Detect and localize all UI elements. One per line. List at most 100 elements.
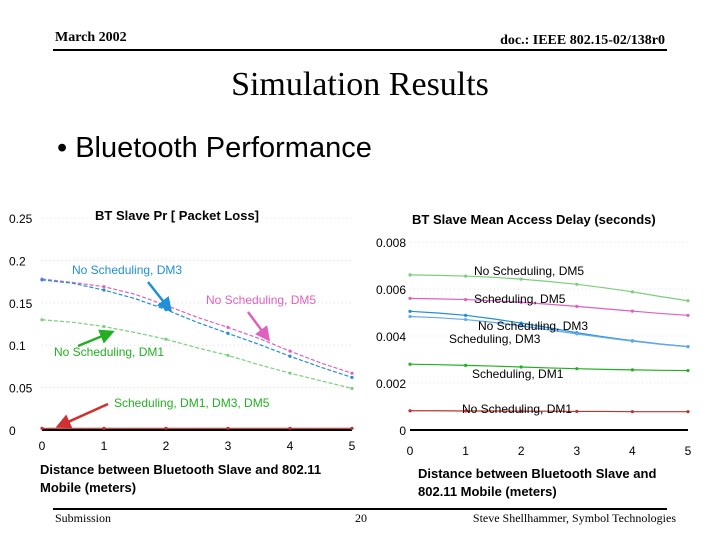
- chart1-data-point: [102, 426, 106, 430]
- chart2-data-point: [519, 321, 523, 325]
- chart2-series-line: [409, 363, 689, 372]
- chart2-data-point: [408, 296, 412, 300]
- chart2-data-point: [630, 368, 635, 372]
- chart2-data-point: [575, 409, 579, 414]
- chart1-x-label-line1: Distance between Bluetooth Slave and 802…: [40, 462, 321, 477]
- chart2-data-point: [408, 273, 412, 277]
- chart1-title: BT Slave Pr [ Packet Loss]: [95, 208, 259, 223]
- chart2-data-point: [575, 332, 579, 336]
- chart2-data-point: [519, 409, 523, 413]
- chart2-data-point: [630, 309, 635, 313]
- chart2-data-point: [408, 309, 412, 313]
- chart2-y-tick-label: 0.006: [376, 283, 406, 297]
- chart1-data-point: [350, 426, 354, 430]
- chart1-annotation-arrow: [246, 311, 271, 342]
- chart1-x-tick-label: 1: [101, 439, 108, 453]
- chart2-data-point: [464, 409, 468, 413]
- chart1-annotation-dm5: No Scheduling, DM5: [206, 293, 316, 307]
- chart2-annotation-sched-dm3: Scheduling, DM3: [449, 332, 541, 346]
- chart1-data-point: [350, 386, 354, 391]
- chart2-annotation-nosched-dm1: No Scheduling, DM1: [462, 402, 572, 416]
- chart2-x-label-line2: 802.11 Mobile (meters): [418, 484, 557, 499]
- chart2-data-point: [686, 410, 690, 414]
- header-rule: [53, 49, 667, 51]
- chart1-y-tick-label: 0: [9, 424, 16, 438]
- chart2-data-point: [464, 317, 468, 322]
- chart1-annotation-dm3: No Scheduling, DM3: [72, 263, 182, 277]
- chart1-data-point: [288, 371, 292, 375]
- chart2-series-line: [409, 315, 689, 348]
- chart1-data-point: [164, 337, 168, 341]
- chart2-annotation-sched-dm1: Scheduling, DM1: [472, 367, 564, 381]
- chart1-annotation-dm1: No Scheduling, DM1: [54, 345, 164, 359]
- chart1-data-point: [288, 426, 292, 430]
- chart2-annotation-nosched-dm5: No Scheduling, DM5: [474, 264, 584, 278]
- chart1-data-point: [226, 325, 230, 329]
- chart1-x-tick-label: 5: [349, 439, 356, 453]
- chart2-data-point: [519, 300, 523, 304]
- chart2-data-point: [575, 282, 579, 286]
- packet-loss-chart: BT Slave Pr [ Packet Loss] 0 0.05 0.1 0.15 0.…: [9, 208, 356, 495]
- chart1-data-point: [164, 426, 168, 430]
- chart2-data-point: [408, 362, 412, 366]
- chart1-data-point: [102, 288, 106, 292]
- chart1-y-tick-label: 0.05: [9, 382, 33, 396]
- chart2-data-point: [519, 324, 523, 328]
- header-date: March 2002: [55, 30, 127, 45]
- footer-page-number: 20: [355, 511, 367, 525]
- chart2-annotation-sched-dm5: Scheduling, DM5: [474, 292, 566, 306]
- chart1-annotation-arrow: [147, 281, 173, 313]
- footer-rule: [53, 508, 667, 510]
- chart2-series-line: [409, 297, 689, 316]
- chart1-data-point: [164, 307, 168, 312]
- chart2-data-point: [686, 299, 690, 303]
- chart2-y-tick-label: 0.004: [376, 330, 406, 344]
- chart2-data-point: [575, 304, 579, 308]
- chart2-data-point: [464, 274, 468, 278]
- chart1-data-point: [40, 318, 44, 322]
- chart1-x-tick-label: 4: [287, 439, 294, 453]
- chart2-data-point: [519, 365, 523, 369]
- chart2-y-tick-label: 0: [399, 424, 406, 438]
- chart2-title: BT Slave Mean Access Delay (seconds): [412, 212, 656, 227]
- access-delay-chart: BT Slave Mean Access Delay (seconds) 0 0.0…: [376, 212, 692, 499]
- chart1-data-point: [288, 354, 292, 358]
- chart2-x-tick-label: 5: [685, 444, 692, 458]
- chart2-series-line: [409, 274, 689, 302]
- chart1-annotation-scheduled: Scheduling, DM1, DM3, DM5: [114, 396, 270, 410]
- chart2-data-point: [464, 313, 468, 317]
- chart1-data-point: [350, 371, 354, 375]
- chart1-y-tick-label: 0.2: [9, 254, 26, 268]
- chart2-data-point: [575, 367, 579, 371]
- chart2-data-point: [630, 290, 635, 294]
- chart2-data-point: [464, 363, 468, 367]
- chart1-data-point: [40, 426, 44, 430]
- chart1-annotation-arrow: [55, 402, 109, 429]
- chart1-x-tick-label: 3: [225, 439, 232, 453]
- chart1-y-tick-label: 0.1: [9, 339, 26, 353]
- chart2-x-label-line1: Distance between Bluetooth Slave and: [418, 466, 656, 481]
- chart1-annotation-arrow: [77, 329, 115, 348]
- chart2-data-point: [464, 297, 468, 302]
- chart1-series-line: [41, 278, 353, 374]
- chart2-x-tick-label: 1: [462, 444, 469, 458]
- chart2-data-point: [408, 409, 412, 413]
- chart1-data-point: [226, 331, 230, 335]
- chart2-data-point: [630, 339, 635, 343]
- chart1-x-label-line2: Mobile (meters): [40, 480, 136, 495]
- chart2-data-point: [630, 410, 635, 414]
- chart2-x-tick-label: 0: [407, 444, 414, 458]
- chart2-data-point: [686, 368, 690, 373]
- slide-title: Simulation Results: [231, 66, 489, 103]
- chart1-data-point: [102, 324, 106, 329]
- chart2-data-point: [519, 277, 523, 281]
- chart1-data-point: [226, 353, 230, 357]
- chart1-data-point: [40, 278, 44, 282]
- chart2-data-point: [408, 314, 412, 319]
- chart2-x-tick-label: 3: [573, 444, 580, 458]
- chart2-series-line: [410, 410, 688, 413]
- chart1-y-tick-label: 0.15: [9, 297, 33, 311]
- chart1-data-point: [288, 349, 292, 353]
- chart2-x-tick-label: 4: [629, 444, 636, 458]
- chart1-data-point: [226, 426, 230, 430]
